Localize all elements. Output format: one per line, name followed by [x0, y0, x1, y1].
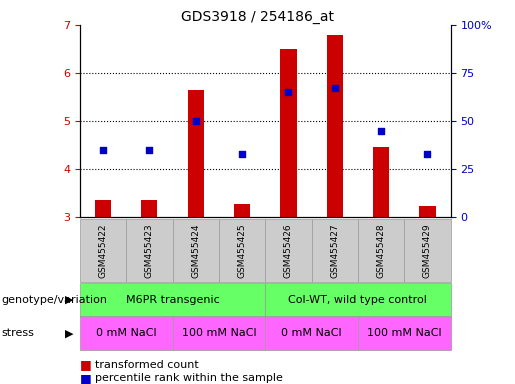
- Text: GSM455428: GSM455428: [376, 223, 386, 278]
- Bar: [373, 147, 389, 217]
- Text: GDS3918 / 254186_at: GDS3918 / 254186_at: [181, 10, 334, 23]
- Text: ▶: ▶: [64, 328, 73, 338]
- Text: GSM455427: GSM455427: [330, 223, 339, 278]
- Point: [284, 89, 293, 95]
- Bar: [141, 200, 158, 217]
- Point: [377, 127, 385, 134]
- Bar: [234, 204, 250, 217]
- Text: genotype/variation: genotype/variation: [2, 295, 108, 305]
- Text: ■: ■: [80, 358, 92, 371]
- Text: transformed count: transformed count: [95, 360, 199, 370]
- Point: [99, 147, 107, 153]
- Text: percentile rank within the sample: percentile rank within the sample: [95, 373, 283, 383]
- Text: stress: stress: [2, 328, 35, 338]
- Text: 100 mM NaCl: 100 mM NaCl: [367, 328, 441, 338]
- Text: 100 mM NaCl: 100 mM NaCl: [182, 328, 256, 338]
- Text: GSM455422: GSM455422: [98, 223, 108, 278]
- Text: GSM455426: GSM455426: [284, 223, 293, 278]
- Point: [331, 85, 339, 91]
- Text: GSM455425: GSM455425: [237, 223, 247, 278]
- Text: 0 mM NaCl: 0 mM NaCl: [281, 328, 342, 338]
- Bar: [327, 35, 343, 217]
- Point: [192, 118, 200, 124]
- Text: 0 mM NaCl: 0 mM NaCl: [96, 328, 157, 338]
- Text: GSM455424: GSM455424: [191, 223, 200, 278]
- Point: [423, 151, 432, 157]
- Bar: [95, 200, 111, 217]
- Text: GSM455423: GSM455423: [145, 223, 154, 278]
- Bar: [419, 207, 436, 217]
- Bar: [187, 90, 204, 217]
- Text: GSM455429: GSM455429: [423, 223, 432, 278]
- Text: M6PR transgenic: M6PR transgenic: [126, 295, 219, 305]
- Text: ■: ■: [80, 372, 92, 384]
- Point: [145, 147, 153, 153]
- Text: Col-WT, wild type control: Col-WT, wild type control: [288, 295, 427, 305]
- Text: ▶: ▶: [64, 295, 73, 305]
- Point: [238, 151, 246, 157]
- Bar: [280, 49, 297, 217]
